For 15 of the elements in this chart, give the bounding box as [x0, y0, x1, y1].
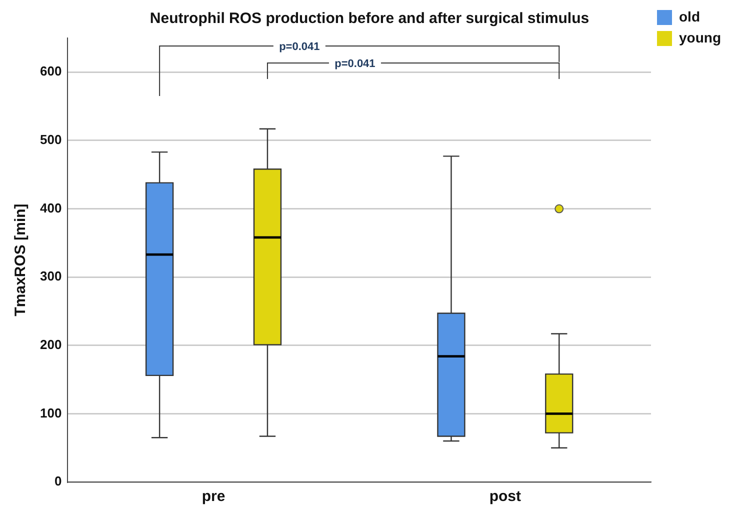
annotation: p=0.041 — [279, 41, 320, 53]
annotation: p=0.041 — [334, 58, 376, 70]
y-tick-label: 200 — [40, 336, 62, 352]
x-tick-label: pre — [202, 488, 226, 506]
y-tick-label: 400 — [40, 200, 62, 216]
y-tick-label: 500 — [40, 132, 62, 148]
y-tick-label: 0 — [54, 474, 62, 489]
legend-label: young — [679, 29, 722, 46]
y-tick-label: 100 — [40, 405, 62, 420]
y-tick-label: 600 — [40, 64, 62, 79]
chart-title: Neutrophil ROS production before and after surgical stimulus — [150, 10, 590, 28]
y-axis-title: TmaxROS [min] — [12, 204, 30, 316]
x-tick-label: post — [489, 488, 522, 506]
y-tick-label: 300 — [40, 268, 62, 284]
legend-label: old — [679, 8, 700, 24]
